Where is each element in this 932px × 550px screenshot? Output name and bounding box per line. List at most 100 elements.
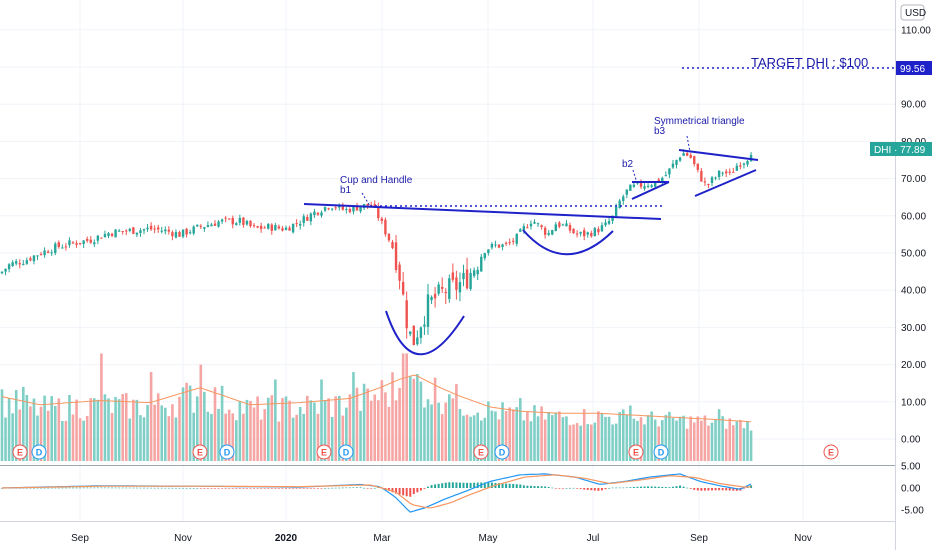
volume-bar xyxy=(11,413,14,461)
volume-bar xyxy=(50,396,53,461)
event-marker-label: E xyxy=(478,448,484,458)
candle-body xyxy=(36,255,39,257)
macd-histogram-bar xyxy=(505,483,508,488)
macd-histogram-bar xyxy=(540,486,543,488)
macd-histogram-bar xyxy=(696,488,699,491)
macd-histogram-bar xyxy=(664,487,667,488)
volume-bar xyxy=(547,412,550,461)
currency-badge[interactable]: USD xyxy=(900,4,926,21)
candle-body xyxy=(334,207,337,209)
candle-body xyxy=(267,223,270,229)
flag-bottom-line[interactable] xyxy=(631,181,670,200)
volume-bar xyxy=(732,425,735,461)
macd-histogram-bar xyxy=(316,488,319,489)
price-axis[interactable]: 110.00100.0090.0080.0070.0060.0050.0040.… xyxy=(901,25,932,445)
macd-histogram-bar xyxy=(636,486,639,488)
volume-bar xyxy=(32,398,36,461)
macd-histogram-bar xyxy=(114,487,117,489)
candle-body xyxy=(366,203,369,206)
drawings[interactable]: Cup and Handle b1 b2 Symmetrical triangl… xyxy=(303,55,895,356)
candle-body xyxy=(25,260,29,264)
candle-body xyxy=(164,229,167,232)
candle-body xyxy=(309,213,313,222)
macd-histogram xyxy=(1,482,753,497)
candle-body xyxy=(295,223,298,225)
volume-bar xyxy=(416,373,419,461)
candle-body xyxy=(75,243,78,245)
candle-body xyxy=(575,233,579,235)
macd-histogram-bar xyxy=(238,488,241,489)
macd-histogram-bar xyxy=(61,487,64,489)
candle-body xyxy=(100,237,103,239)
macd-histogram-bar xyxy=(196,487,199,489)
candle-body xyxy=(274,225,277,231)
volume-bar xyxy=(281,398,284,461)
macd-histogram-bar xyxy=(345,487,348,489)
candle-body xyxy=(391,242,394,249)
candle-body xyxy=(263,227,266,229)
candle-body xyxy=(46,251,50,253)
cup-arc-june[interactable] xyxy=(522,229,614,256)
volume-bar xyxy=(245,399,249,461)
macd-histogram-bar xyxy=(519,484,522,488)
candle-body xyxy=(483,253,486,259)
volume-bar xyxy=(668,411,671,461)
volume-bar xyxy=(121,394,124,461)
macd-histogram-bar xyxy=(718,488,721,491)
oscillator-axis[interactable]: 5.00 0.00 -5.00 xyxy=(901,462,924,517)
macd-histogram-bar xyxy=(100,487,103,489)
candle-body xyxy=(746,160,749,165)
candle-body xyxy=(455,277,458,290)
cup-resistance-line[interactable] xyxy=(303,203,662,220)
candle-body xyxy=(462,272,465,280)
price-tick-label: 70.00 xyxy=(901,174,926,185)
price-tick-label: 110.00 xyxy=(901,25,931,36)
macd-histogram-bar xyxy=(341,487,344,489)
macd-histogram-bar xyxy=(483,482,486,488)
volume-bar xyxy=(593,422,597,461)
candle-body xyxy=(323,206,327,211)
volume-bar xyxy=(75,399,78,461)
earnings-marker xyxy=(473,444,489,460)
macd-histogram-bar xyxy=(437,483,440,488)
candle-body xyxy=(568,225,572,231)
macd-histogram-bar xyxy=(125,487,128,489)
candle-body xyxy=(284,227,288,230)
macd-histogram-bar xyxy=(135,487,138,489)
macd-histogram-bar xyxy=(143,487,145,489)
volume-bar xyxy=(742,428,746,461)
time-tick-label: May xyxy=(479,533,498,544)
volume-bar xyxy=(61,420,64,461)
earnings-marker xyxy=(192,444,208,460)
macd-histogram-bar xyxy=(334,487,337,489)
volume-bar xyxy=(739,420,742,461)
macd-histogram-bar xyxy=(146,487,149,489)
volume-bar xyxy=(479,420,483,461)
macd-histogram-bar xyxy=(742,488,745,489)
time-axis[interactable]: Sep Nov 2020 Mar May Jul Sep Nov xyxy=(71,533,812,544)
candle-body xyxy=(135,232,139,235)
volume-bar xyxy=(391,372,394,461)
candle-body xyxy=(302,216,305,223)
volume-bar xyxy=(171,404,174,461)
cup-arc-march[interactable] xyxy=(385,310,465,356)
triangle-upper-line[interactable] xyxy=(678,149,759,161)
candle-body xyxy=(501,244,504,247)
volume-bar xyxy=(68,395,71,461)
volume-bar xyxy=(366,388,369,461)
macd-histogram-bar xyxy=(36,487,39,489)
volume-bar xyxy=(100,353,103,461)
triangle-lower-line[interactable] xyxy=(694,169,757,197)
candle-body xyxy=(29,258,32,261)
candle-body xyxy=(125,230,128,232)
volume-bar xyxy=(78,418,82,461)
volume-bar xyxy=(373,394,377,461)
candle-body xyxy=(249,220,252,227)
volume-bar xyxy=(611,424,614,461)
candle-body xyxy=(540,225,543,228)
candle-body xyxy=(565,223,568,227)
candle-body xyxy=(604,222,607,226)
candle-body xyxy=(533,222,536,224)
